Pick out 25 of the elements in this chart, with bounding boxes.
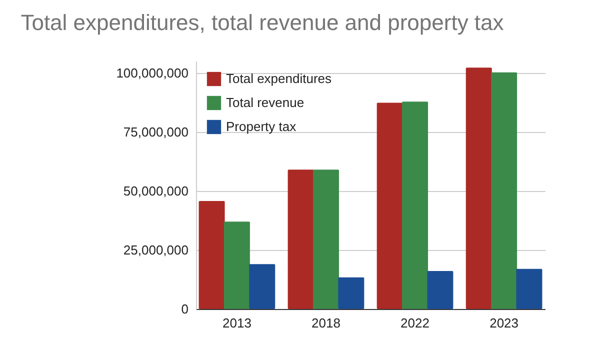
chart-title: Total expenditures, total revenue and property tax xyxy=(20,10,504,35)
legend-label: Total revenue xyxy=(226,95,304,110)
bar xyxy=(402,102,428,309)
bar xyxy=(198,201,225,309)
bar xyxy=(376,102,403,309)
y-tick-label: 25,000,000 xyxy=(123,242,188,258)
legend-label: Property tax xyxy=(226,119,297,134)
bar xyxy=(312,170,339,309)
y-tick-label: 0 xyxy=(181,302,188,316)
bar xyxy=(466,68,492,309)
x-tick-label: 2013 xyxy=(222,316,252,330)
y-tick-label: 50,000,000 xyxy=(123,183,188,198)
bar xyxy=(224,222,250,309)
x-tick-label: 2018 xyxy=(312,316,340,330)
y-tick-label: 75,000,000 xyxy=(123,124,188,140)
bar xyxy=(249,264,276,309)
bar xyxy=(491,72,518,309)
bar xyxy=(427,270,454,309)
legend-label: Total expenditures xyxy=(226,71,332,86)
y-tick-label: 100,000,000 xyxy=(116,65,188,80)
bar xyxy=(288,170,314,309)
bar xyxy=(338,277,364,309)
bar xyxy=(516,268,542,309)
x-tick-label: 2023 xyxy=(490,316,519,330)
x-tick-label: 2022 xyxy=(400,316,430,330)
